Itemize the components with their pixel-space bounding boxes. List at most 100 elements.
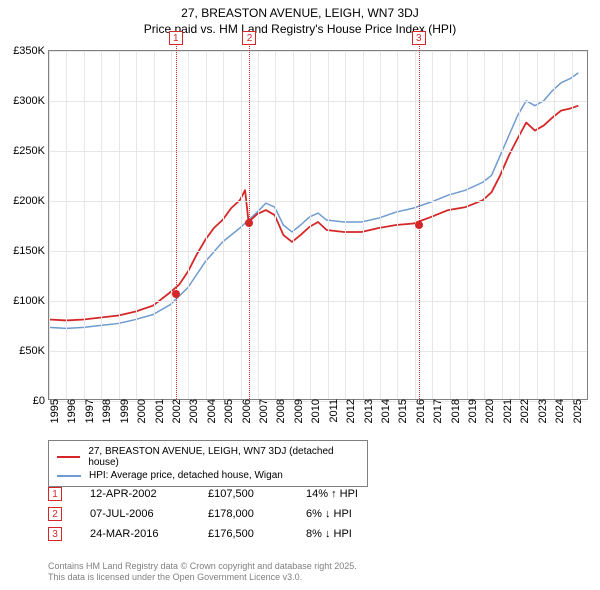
gridline-v xyxy=(241,51,242,399)
x-axis-label: 2017 xyxy=(428,399,444,423)
y-axis-label: £300K xyxy=(13,95,49,107)
marker-badge: 2 xyxy=(242,31,256,45)
gridline-v xyxy=(154,51,155,399)
transaction-row: 3 24-MAR-2016 £176,500 8% ↓ HPI xyxy=(48,524,358,544)
x-axis-label: 2006 xyxy=(237,399,253,423)
marker-dot xyxy=(172,290,180,298)
x-axis-label: 2008 xyxy=(271,399,287,423)
y-axis-label: £50K xyxy=(19,345,49,357)
x-axis-label: 2024 xyxy=(550,399,566,423)
transaction-hpi: 6% ↓ HPI xyxy=(306,508,352,520)
gridline-v xyxy=(380,51,381,399)
marker-dot xyxy=(245,219,253,227)
gridline-v xyxy=(223,51,224,399)
chart-svg xyxy=(49,51,587,399)
gridline-h xyxy=(49,351,587,352)
x-axis-label: 2000 xyxy=(132,399,148,423)
gridline-v xyxy=(136,51,137,399)
series-property xyxy=(49,106,578,321)
gridline-v xyxy=(554,51,555,399)
gridline-v xyxy=(310,51,311,399)
x-axis-label: 2013 xyxy=(359,399,375,423)
gridline-v xyxy=(258,51,259,399)
y-axis-label: £100K xyxy=(13,295,49,307)
legend-label: 27, BREASTON AVENUE, LEIGH, WN7 3DJ (det… xyxy=(88,446,359,468)
y-axis-label: £200K xyxy=(13,195,49,207)
marker-badge: 1 xyxy=(169,31,183,45)
transaction-badge: 3 xyxy=(48,527,62,541)
plot-area: £0£50K£100K£150K£200K£250K£300K£350K1995… xyxy=(48,50,588,400)
gridline-v xyxy=(484,51,485,399)
x-axis-label: 2004 xyxy=(202,399,218,423)
gridline-v xyxy=(363,51,364,399)
gridline-v xyxy=(502,51,503,399)
gridline-v xyxy=(206,51,207,399)
x-axis-label: 2016 xyxy=(411,399,427,423)
x-axis-label: 2012 xyxy=(341,399,357,423)
gridline-v xyxy=(467,51,468,399)
y-axis-label: £250K xyxy=(13,145,49,157)
x-axis-label: 2010 xyxy=(306,399,322,423)
gridline-v xyxy=(188,51,189,399)
gridline-h xyxy=(49,101,587,102)
transaction-date: 24-MAR-2016 xyxy=(90,528,180,540)
x-axis-label: 2009 xyxy=(289,399,305,423)
x-axis-label: 1999 xyxy=(115,399,131,423)
x-axis-label: 2021 xyxy=(498,399,514,423)
gridline-v xyxy=(432,51,433,399)
transaction-badge: 1 xyxy=(48,487,62,501)
marker-badge: 3 xyxy=(412,31,426,45)
x-axis-label: 2025 xyxy=(568,399,584,423)
transaction-price: £178,000 xyxy=(208,508,278,520)
legend-row: HPI: Average price, detached house, Wiga… xyxy=(57,469,359,482)
gridline-v xyxy=(119,51,120,399)
legend-swatch xyxy=(57,456,80,458)
gridline-v xyxy=(171,51,172,399)
x-axis-label: 2005 xyxy=(219,399,235,423)
legend-row: 27, BREASTON AVENUE, LEIGH, WN7 3DJ (det… xyxy=(57,445,359,469)
transaction-price: £107,500 xyxy=(208,488,278,500)
x-axis-label: 1998 xyxy=(97,399,113,423)
marker-dot xyxy=(415,221,423,229)
gridline-v xyxy=(537,51,538,399)
gridline-v xyxy=(84,51,85,399)
x-axis-label: 2014 xyxy=(376,399,392,423)
y-axis-label: £350K xyxy=(13,45,49,57)
x-axis-label: 2003 xyxy=(184,399,200,423)
x-axis-label: 1997 xyxy=(80,399,96,423)
chart-title-block: 27, BREASTON AVENUE, LEIGH, WN7 3DJ Pric… xyxy=(0,0,600,37)
transaction-hpi: 8% ↓ HPI xyxy=(306,528,352,540)
transaction-price: £176,500 xyxy=(208,528,278,540)
gridline-h xyxy=(49,301,587,302)
transaction-date: 07-JUL-2006 xyxy=(90,508,180,520)
footer-line-2: This data is licensed under the Open Gov… xyxy=(48,572,357,584)
gridline-v xyxy=(275,51,276,399)
x-axis-label: 2019 xyxy=(463,399,479,423)
gridline-v xyxy=(101,51,102,399)
x-axis-label: 2007 xyxy=(254,399,270,423)
gridline-v xyxy=(49,51,50,399)
footer-attribution: Contains HM Land Registry data © Crown c… xyxy=(48,561,357,584)
transaction-row: 2 07-JUL-2006 £178,000 6% ↓ HPI xyxy=(48,504,358,524)
gridline-h xyxy=(49,51,587,52)
transaction-badge: 2 xyxy=(48,507,62,521)
x-axis-label: 2020 xyxy=(480,399,496,423)
gridline-v xyxy=(66,51,67,399)
x-axis-label: 2001 xyxy=(150,399,166,423)
transaction-date: 12-APR-2002 xyxy=(90,488,180,500)
legend-label: HPI: Average price, detached house, Wiga… xyxy=(89,470,283,481)
x-axis-label: 2002 xyxy=(167,399,183,423)
x-axis-label: 2011 xyxy=(324,399,340,423)
legend: 27, BREASTON AVENUE, LEIGH, WN7 3DJ (det… xyxy=(48,440,368,487)
transactions-list: 112-APR-2002£107,50014% ↑ HPI207-JUL-200… xyxy=(48,484,358,544)
x-axis-label: 1995 xyxy=(45,399,61,423)
x-axis-label: 1996 xyxy=(62,399,78,423)
gridline-v xyxy=(293,51,294,399)
transaction-row: 112-APR-2002£107,50014% ↑ HPI xyxy=(48,484,358,504)
gridline-h xyxy=(49,251,587,252)
x-axis-label: 2018 xyxy=(446,399,462,423)
gridline-h xyxy=(49,201,587,202)
x-axis-label: 2015 xyxy=(393,399,409,423)
y-axis-label: £150K xyxy=(13,245,49,257)
gridline-v xyxy=(397,51,398,399)
